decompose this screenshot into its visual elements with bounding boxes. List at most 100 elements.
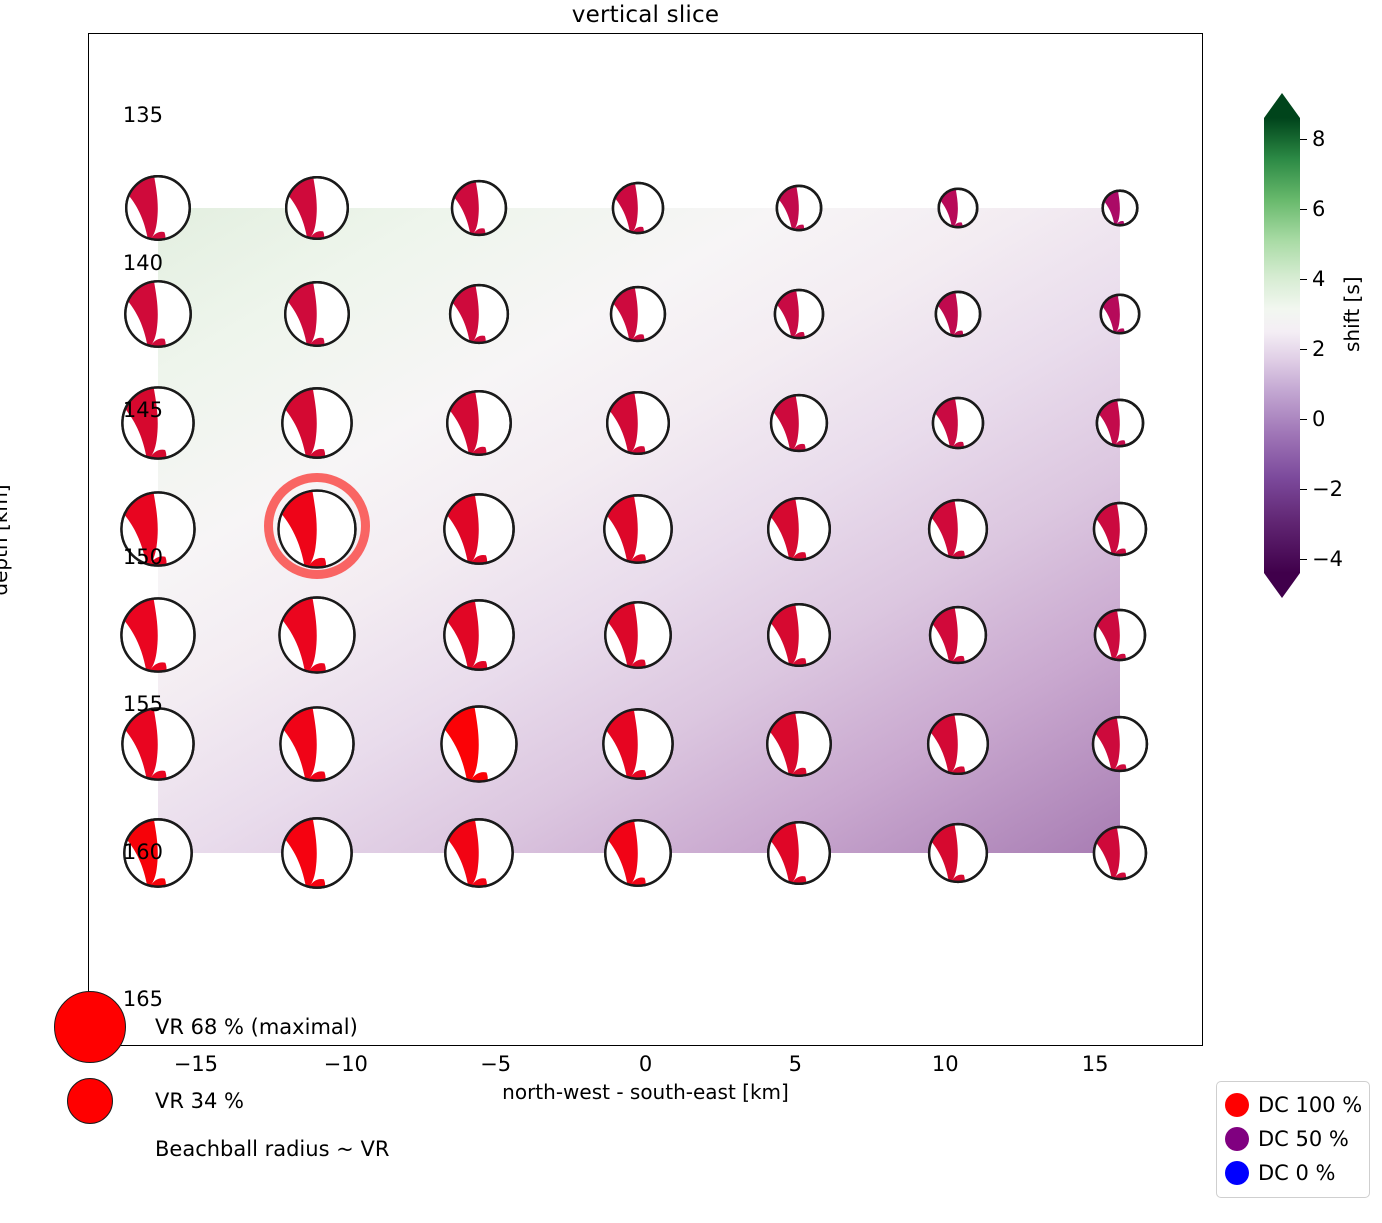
y-tick-label: 135 (122, 103, 163, 128)
y-tick-label: 165 (122, 986, 163, 1011)
x-tick-label: 10 (931, 1052, 959, 1076)
x-tick-label: −10 (323, 1052, 368, 1076)
beachball-marker[interactable] (284, 175, 349, 240)
colorbar-tick-label: 0 (1312, 407, 1326, 431)
beachball-marker[interactable] (1093, 608, 1147, 661)
colorbar-extend-top-icon (1264, 93, 1300, 118)
beachball-marker[interactable] (605, 390, 670, 455)
beachball-marker[interactable] (121, 385, 195, 460)
beachball-marker[interactable] (450, 179, 507, 236)
vr-size-legend-label: VR 68 % (maximal) (155, 1015, 358, 1039)
list-item: DC 0 % (1225, 1156, 1361, 1190)
beachball-marker[interactable] (928, 822, 989, 883)
x-tick-label: −15 (173, 1052, 219, 1076)
colorbar-tick-label: 2 (1312, 337, 1326, 361)
beachball-marker[interactable] (439, 704, 518, 783)
beachball-marker[interactable] (775, 184, 823, 232)
beachball-marker[interactable] (767, 496, 832, 561)
beachball-marker[interactable] (931, 396, 985, 449)
beachball-marker[interactable] (124, 174, 191, 241)
x-tick-label: 0 (638, 1052, 653, 1076)
dc-legend-label: DC 0 % (1258, 1161, 1336, 1185)
beachball-marker[interactable] (448, 283, 509, 344)
y-axis-label: depth [km] (0, 484, 12, 596)
beachball-marker[interactable] (766, 710, 833, 777)
beachball-marker[interactable] (767, 602, 832, 667)
colorbar-tick (1300, 419, 1307, 421)
beachball-marker[interactable] (283, 280, 350, 347)
plot-axes (88, 33, 1203, 1046)
list-item: DC 50 % (1225, 1122, 1361, 1156)
beachball-marker[interactable] (279, 705, 355, 782)
colorbar-tick-label: 4 (1312, 267, 1326, 291)
beachball-marker[interactable] (601, 707, 674, 780)
page-title: vertical slice (571, 2, 720, 28)
y-tick-label: 140 (122, 250, 163, 275)
beachball-marker[interactable] (770, 393, 829, 452)
colorbar-tick (1300, 489, 1307, 491)
beachball-marker[interactable] (120, 596, 196, 673)
x-tick-label: 5 (788, 1052, 803, 1076)
beachball-marker[interactable] (1101, 189, 1139, 227)
x-tick (946, 1045, 947, 1046)
colorbar: 8 6 4 2 0 −2 −4 (1264, 93, 1343, 598)
beachball-marker[interactable] (280, 386, 353, 459)
y-tick-label: 160 (122, 839, 163, 864)
beachball-marker[interactable] (767, 820, 832, 885)
beachball-marker[interactable] (277, 489, 357, 569)
beachball-marker[interactable] (927, 712, 990, 775)
beachball-marker[interactable] (1099, 293, 1141, 335)
beachball-marker[interactable] (929, 605, 988, 664)
dc-color-swatch (1225, 1093, 1249, 1117)
beachball-marker[interactable] (603, 600, 672, 669)
beachball-marker[interactable] (124, 279, 192, 348)
vr-size-swatch (67, 1078, 113, 1124)
x-tick-label: −5 (480, 1052, 512, 1076)
beachball-marker[interactable] (609, 285, 666, 342)
vr-size-swatch (54, 991, 126, 1063)
colorbar-tick (1300, 559, 1307, 561)
beachball-marker[interactable] (1091, 715, 1149, 772)
beachball-marker[interactable] (602, 493, 673, 564)
list-item: DC 100 % (1225, 1088, 1362, 1122)
dc-color-swatch (1225, 1127, 1249, 1151)
beachball-marker[interactable] (443, 817, 514, 888)
dc-color-swatch (1225, 1161, 1249, 1185)
y-tick-label: 145 (122, 397, 163, 422)
beachball-marker[interactable] (937, 187, 979, 229)
x-axis-label: north-west - south-east [km] (502, 1080, 789, 1104)
beachball-marker[interactable] (1095, 398, 1145, 448)
colorbar-tick (1300, 349, 1307, 351)
beachball-marker[interactable] (280, 816, 353, 889)
beachball-marker[interactable] (123, 817, 193, 888)
x-tick (796, 1045, 797, 1046)
x-tick (347, 1045, 348, 1046)
colorbar-tick-label: 6 (1312, 197, 1326, 221)
beachball-marker[interactable] (445, 389, 512, 456)
colorbar-tick-label: 8 (1312, 127, 1326, 151)
x-tick (647, 1045, 648, 1046)
beachball-marker[interactable] (121, 706, 195, 781)
beachball-marker[interactable] (1092, 501, 1148, 556)
x-tick (1096, 1045, 1097, 1046)
y-tick-label: 155 (122, 692, 163, 717)
beachball-marker[interactable] (442, 492, 515, 565)
beachball-marker[interactable] (928, 498, 989, 559)
beachball-marker[interactable] (611, 181, 664, 234)
colorbar-tick-label: −4 (1312, 547, 1343, 571)
colorbar-tick (1300, 139, 1307, 141)
colorbar-tick-label: −2 (1312, 477, 1343, 501)
beachball-marker[interactable] (442, 598, 515, 671)
colorbar-tick (1300, 209, 1307, 211)
y-tick-label: 150 (122, 545, 163, 570)
x-tick-label: 15 (1081, 1052, 1109, 1076)
beachball-marker[interactable] (278, 596, 356, 674)
x-tick (197, 1045, 198, 1046)
beachball-marker[interactable] (1092, 825, 1148, 880)
colorbar-label: shift [s] (1340, 276, 1364, 352)
beachball-marker[interactable] (120, 490, 196, 567)
beachball-marker[interactable] (774, 288, 825, 340)
beachball-marker[interactable] (603, 818, 672, 887)
beachball-marker[interactable] (934, 290, 982, 338)
